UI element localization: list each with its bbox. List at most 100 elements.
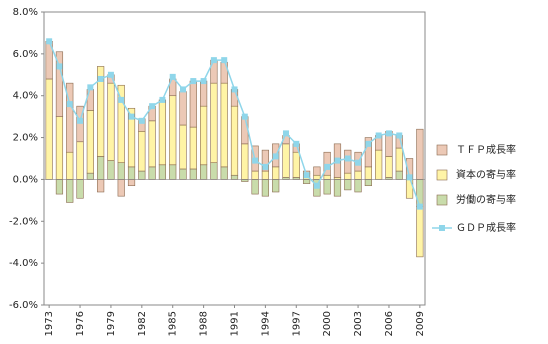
bar <box>76 141 84 180</box>
bar <box>55 116 64 180</box>
point <box>365 140 372 147</box>
bar <box>292 177 300 180</box>
bar <box>76 179 84 199</box>
bar <box>117 84 125 163</box>
bar <box>200 164 208 180</box>
x-tick-label: 1988 <box>199 311 210 336</box>
bar <box>148 120 156 168</box>
bar <box>55 51 64 117</box>
point <box>324 163 331 170</box>
legend-label: 労働の寄与率 <box>456 193 516 206</box>
bar <box>375 149 383 180</box>
point <box>344 155 351 162</box>
bar <box>97 156 105 180</box>
x-tick-label: 1994 <box>260 311 271 336</box>
point <box>97 75 104 82</box>
point <box>200 78 207 85</box>
bar <box>282 177 290 180</box>
point <box>416 203 423 210</box>
point <box>355 159 362 166</box>
bar <box>323 179 331 195</box>
bar <box>354 179 362 193</box>
bar <box>189 168 197 180</box>
bar <box>66 151 74 180</box>
bar <box>323 174 331 180</box>
bar <box>333 179 342 197</box>
bar <box>251 170 259 180</box>
bar <box>127 179 136 187</box>
point <box>303 172 310 179</box>
bar <box>261 179 269 197</box>
bar <box>117 162 125 180</box>
bar <box>76 105 84 143</box>
bar <box>364 137 372 168</box>
point <box>293 140 300 147</box>
point <box>66 101 73 108</box>
y-tick-label: -2.0% <box>9 216 38 227</box>
point <box>262 163 269 170</box>
bar <box>189 126 197 170</box>
legend-label: 資本の寄与率 <box>456 168 516 181</box>
x-tick-label: 1979 <box>106 311 117 336</box>
bar <box>385 177 393 180</box>
bar <box>66 82 74 153</box>
bar <box>179 91 187 126</box>
point <box>87 84 94 91</box>
bar <box>302 179 311 184</box>
x-tick-label: 1991 <box>230 311 241 336</box>
bar <box>107 82 115 161</box>
bar <box>179 168 187 180</box>
bar <box>97 66 105 157</box>
point <box>221 57 228 64</box>
bar <box>200 105 208 166</box>
bar <box>158 101 167 166</box>
x-tick-label: 1973 <box>44 311 55 336</box>
legend-swatch <box>436 194 448 206</box>
y-tick-label: 6.0% <box>13 49 38 60</box>
bar <box>220 82 228 168</box>
bar <box>395 147 403 172</box>
bar <box>272 166 280 180</box>
bar <box>97 179 105 193</box>
x-tick-label: 2003 <box>353 311 364 336</box>
y-tick-label: -4.0% <box>9 258 38 269</box>
point <box>252 157 259 164</box>
point <box>180 86 187 93</box>
bar <box>323 151 331 176</box>
bar <box>344 172 352 180</box>
legend-swatch <box>436 144 448 156</box>
point <box>396 132 403 139</box>
y-tick-label: 2.0% <box>13 133 38 144</box>
bar <box>395 170 403 180</box>
bar <box>127 107 136 168</box>
point <box>159 96 166 103</box>
point <box>149 103 156 110</box>
point <box>138 117 145 124</box>
bar <box>86 110 94 174</box>
bar <box>241 143 249 180</box>
bar <box>385 156 393 178</box>
bar <box>230 105 239 176</box>
y-tick-label: 0.0% <box>13 174 38 185</box>
bar <box>148 166 156 180</box>
point <box>375 132 382 139</box>
y-tick-label: 8.0% <box>13 7 38 18</box>
bar <box>169 164 177 180</box>
bar <box>107 160 115 180</box>
point <box>385 130 392 137</box>
bar <box>55 179 64 195</box>
bar <box>45 78 53 180</box>
bar <box>354 170 362 180</box>
bar <box>282 143 290 178</box>
point <box>231 86 238 93</box>
bar <box>261 170 269 180</box>
x-tick-label: 1976 <box>75 311 86 336</box>
x-tick-label: 2000 <box>322 311 333 336</box>
point <box>282 130 289 137</box>
bar <box>210 82 218 163</box>
x-tick-label: 1985 <box>168 311 179 336</box>
bar <box>189 80 197 128</box>
bar <box>261 149 269 172</box>
bar <box>200 80 208 107</box>
bar <box>210 162 218 180</box>
